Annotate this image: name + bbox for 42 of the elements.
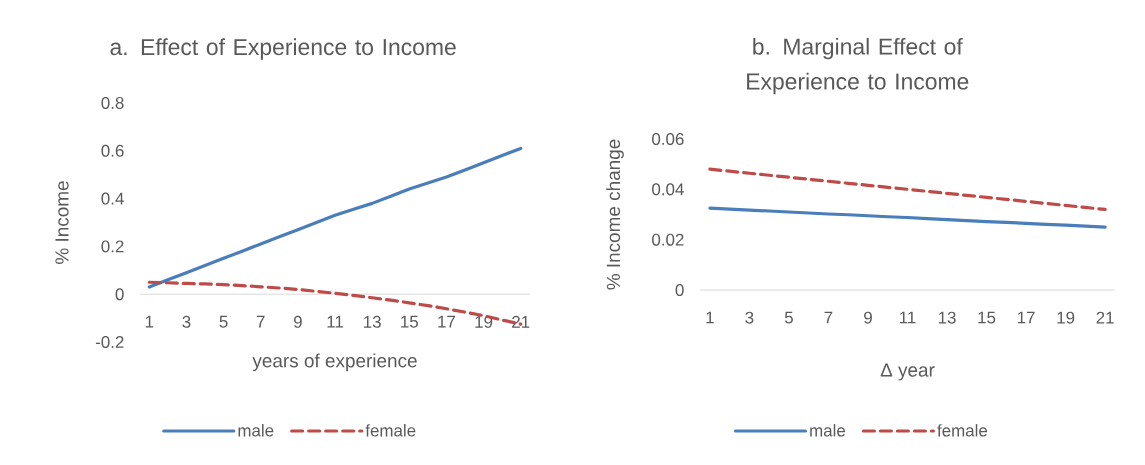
x-tick-label: 7	[256, 315, 265, 328]
x-tick-label: 1	[145, 315, 154, 328]
y-tick-label: 0	[675, 284, 684, 296]
x-tick-label: 13	[364, 315, 381, 328]
legend-label: male	[238, 424, 274, 437]
y-axis-title: % Income	[55, 181, 69, 264]
x-tick-label: 9	[293, 315, 302, 328]
x-tick-label: 13	[938, 311, 956, 324]
chart-title: b. Marginal Effect of Experience to Income	[747, 37, 969, 95]
x-tick-label: 5	[784, 311, 793, 324]
y-tick-label: 0.6	[101, 144, 124, 157]
x-tick-label: 5	[219, 315, 228, 328]
legend-label: female	[365, 424, 416, 437]
x-tick-label: 19	[1057, 311, 1075, 324]
y-tick-label: 0.4	[101, 192, 124, 205]
x-axis-title: Δ year	[880, 363, 935, 381]
legend-label: female	[937, 424, 988, 437]
x-tick-label: 15	[978, 311, 996, 324]
chart-title: a. Effect of Experience to Income	[110, 38, 456, 60]
y-tick-label: -0.2	[95, 336, 124, 348]
y-tick-label: 0	[115, 288, 124, 301]
y-tick-label: 0.06	[652, 133, 684, 145]
legend-label: male	[810, 424, 846, 437]
x-tick-label: 21	[512, 315, 530, 328]
x-tick-label: 17	[438, 315, 455, 328]
x-tick-label: 1	[706, 311, 714, 324]
x-axis-title: years of experience	[252, 353, 417, 372]
x-tick-label: 17	[1017, 311, 1035, 324]
x-tick-label: 9	[864, 311, 872, 324]
y-tick-label: 0.04	[652, 183, 684, 196]
line-series	[147, 146, 523, 289]
x-tick-label: 11	[327, 315, 343, 328]
y-axis-title: % Income change	[606, 139, 624, 290]
x-tick-label: 7	[824, 311, 833, 324]
y-tick-label: 0.2	[101, 240, 124, 253]
y-tick-label: 0.02	[652, 233, 684, 246]
x-tick-label: 3	[745, 311, 754, 324]
x-tick-label: 3	[182, 315, 191, 328]
x-tick-label: 21	[1096, 311, 1114, 324]
x-tick-label: 11	[900, 311, 916, 324]
x-tick-label: 15	[401, 315, 418, 328]
y-tick-label: 0.8	[101, 97, 124, 109]
